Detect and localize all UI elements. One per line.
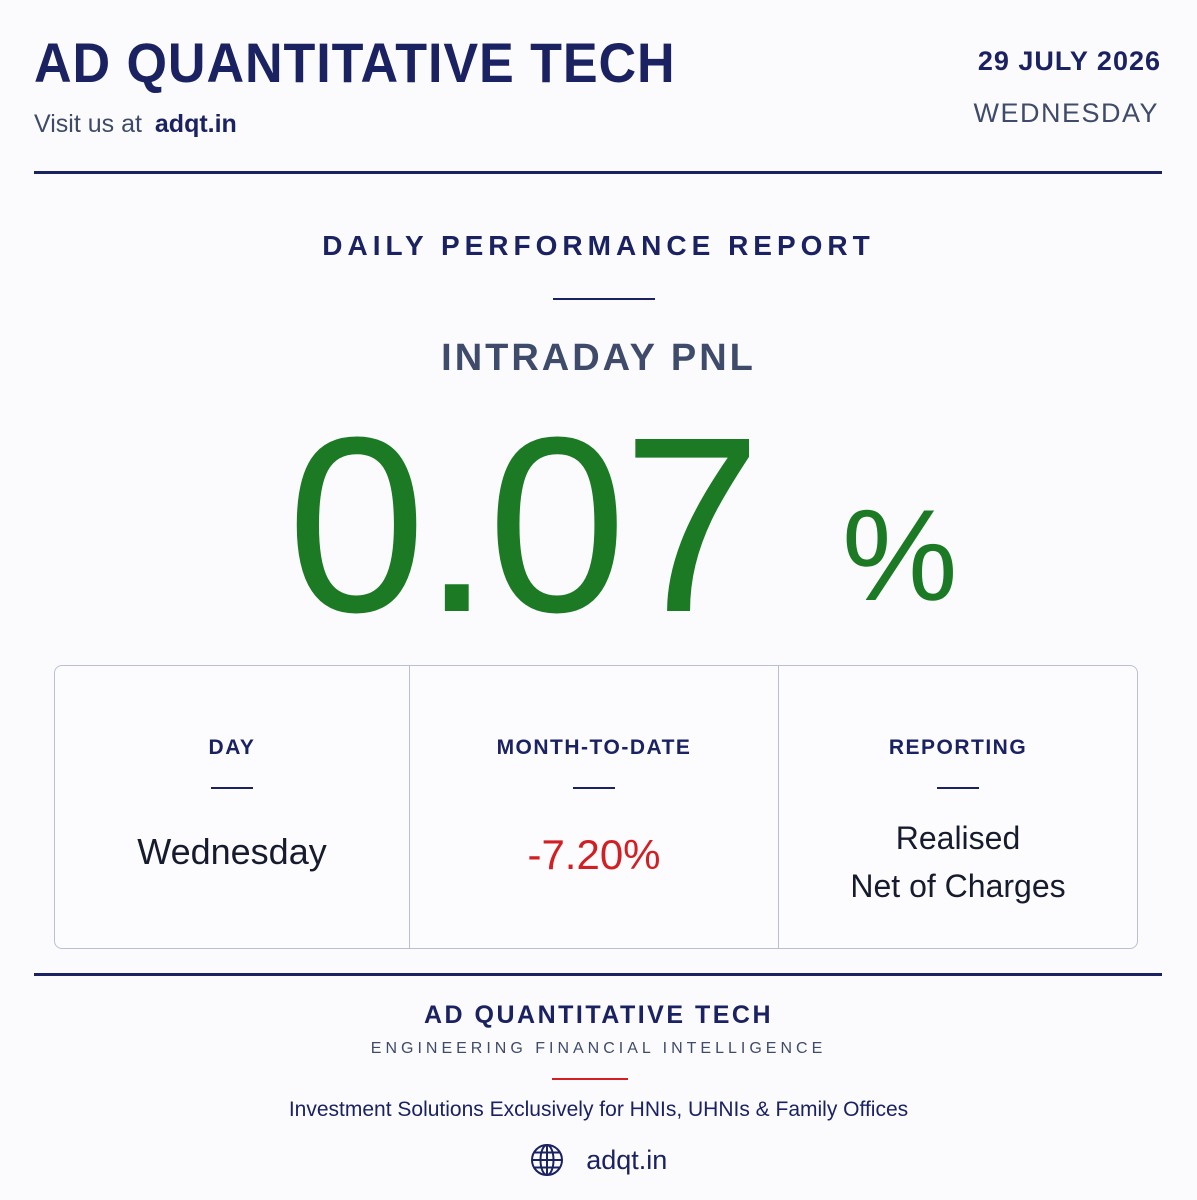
pnl-unit: %: [842, 482, 958, 628]
day-divider: [211, 787, 253, 789]
reporting-divider: [937, 787, 979, 789]
footer-website-link[interactable]: adqt.in: [586, 1144, 668, 1175]
reporting-line-2: Net of Charges: [850, 868, 1066, 904]
day-cell: DAY Wednesday: [55, 666, 409, 948]
title-divider: [553, 298, 655, 300]
stats-panel: DAY Wednesday MONTH-TO-DATE -7.20% REPOR…: [54, 665, 1138, 949]
mtd-value: -7.20%: [527, 831, 661, 878]
day-value: Wednesday: [137, 831, 327, 872]
footer-divider: [34, 973, 1162, 976]
footer-tagline: ENGINEERING FINANCIAL INTELLIGENCE: [370, 1040, 827, 1057]
footer-accent-rule: [552, 1078, 628, 1080]
footer-description: Investment Solutions Exclusively for HNI…: [288, 1098, 909, 1121]
day-label: DAY: [208, 736, 256, 759]
report-title: DAILY PERFORMANCE REPORT: [322, 230, 875, 261]
footer-website: adqt.in: [0, 1143, 1197, 1177]
pnl-label: INTRADAY PNL: [441, 337, 756, 379]
visit-prefix: Visit us at: [34, 110, 142, 138]
reporting-value: Realised Net of Charges: [779, 814, 1137, 910]
globe-icon: [530, 1144, 563, 1176]
report-weekday: WEDNESDAY: [973, 98, 1159, 128]
reporting-label: REPORTING: [888, 736, 1028, 759]
pnl-value: 0.07: [287, 385, 762, 664]
header-divider: [34, 171, 1162, 174]
website-link[interactable]: adqt.in: [154, 110, 237, 138]
mtd-label: MONTH-TO-DATE: [496, 736, 692, 759]
mtd-divider: [573, 787, 615, 789]
reporting-line-1: Realised: [895, 820, 1021, 856]
reporting-cell: REPORTING Realised Net of Charges: [778, 666, 1137, 948]
brand-title: AD QUANTITATIVE TECH: [34, 31, 676, 94]
visit-line: Visit us at adqt.in: [34, 110, 237, 139]
report-date: 29 JULY 2026: [977, 46, 1161, 76]
mtd-cell: MONTH-TO-DATE -7.20%: [409, 666, 778, 948]
footer-brand: AD QUANTITATIVE TECH: [423, 1001, 774, 1029]
